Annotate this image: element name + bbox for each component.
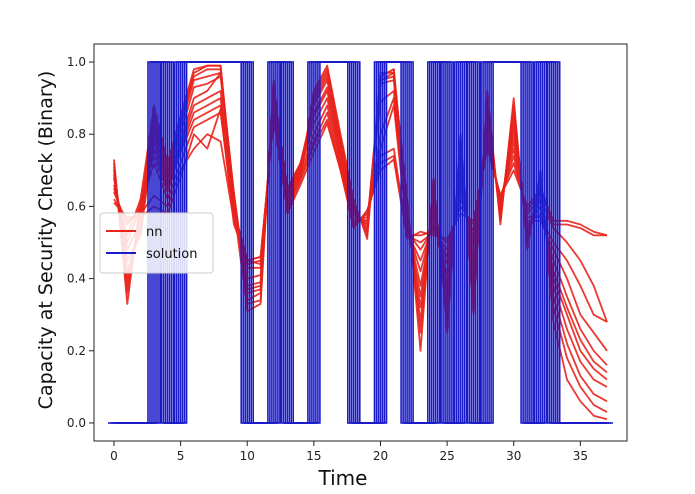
y-tick-label: 0.6 bbox=[67, 199, 86, 213]
x-tick-label: 35 bbox=[573, 449, 588, 463]
solution-series-line bbox=[120, 61, 613, 424]
x-tick-label: 25 bbox=[439, 449, 454, 463]
series-layer bbox=[108, 61, 613, 424]
legend-label-nn: nn bbox=[146, 225, 162, 240]
legend-box bbox=[99, 212, 214, 274]
y-tick-label: 0.4 bbox=[67, 272, 86, 286]
y-tick-label: 0.2 bbox=[67, 344, 86, 358]
legend: nn solution bbox=[99, 212, 214, 274]
x-tick-label: 0 bbox=[110, 449, 118, 463]
x-tick-label: 15 bbox=[306, 449, 321, 463]
y-axis-title: Capacity at Security Check (Binary) bbox=[35, 71, 57, 410]
axes-layer: 0 5 10 15 20 25 30 35 0.0 0.2 0.4 0.6 0.8 1.0 bbox=[67, 43, 628, 463]
x-axis-title: Time bbox=[318, 466, 368, 490]
legend-label-solution: solution bbox=[146, 247, 197, 262]
y-tick-label: 1.0 bbox=[67, 55, 86, 69]
y-tick-label: 0.0 bbox=[67, 416, 86, 430]
axes-frame bbox=[93, 43, 628, 442]
y-tick-label: 0.8 bbox=[67, 127, 86, 141]
x-tick-label: 10 bbox=[240, 449, 255, 463]
x-tick-label: 30 bbox=[506, 449, 521, 463]
x-tick-label: 5 bbox=[177, 449, 185, 463]
x-tick-label: 20 bbox=[373, 449, 388, 463]
